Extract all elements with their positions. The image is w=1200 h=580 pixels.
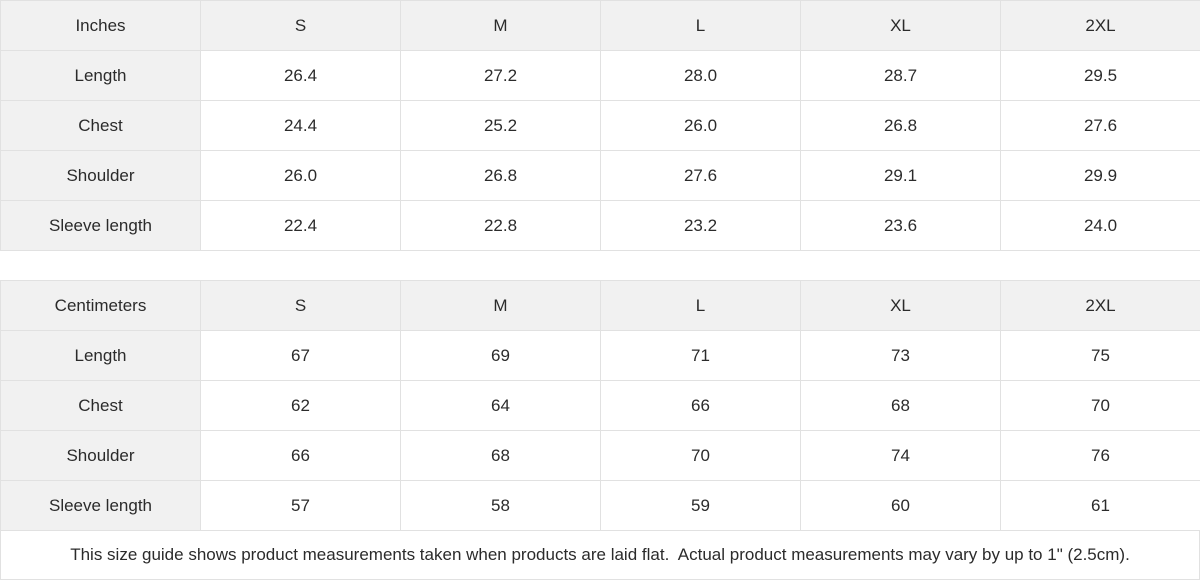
column-header-xl: XL: [800, 280, 1001, 331]
table-cell: 66: [600, 380, 801, 431]
row-header-chest: Chest: [0, 380, 201, 431]
table-cell: 75: [1000, 330, 1200, 381]
column-header-l: L: [600, 0, 801, 51]
table-cell: 64: [400, 380, 601, 431]
column-header-s: S: [200, 280, 401, 331]
table-header-row: Centimeters S M L XL 2XL: [0, 280, 1200, 331]
unit-header-inches: Inches: [0, 0, 201, 51]
table-cell: 26.8: [400, 150, 601, 201]
table-cell: 70: [600, 430, 801, 481]
row-header-length: Length: [0, 50, 201, 101]
table-cell: 29.9: [1000, 150, 1200, 201]
table-cell: 61: [1000, 480, 1200, 531]
table-cell: 24.0: [1000, 200, 1200, 251]
table-cell: 29.1: [800, 150, 1001, 201]
row-header-shoulder: Shoulder: [0, 430, 201, 481]
table-cell: 28.7: [800, 50, 1001, 101]
table-cell: 29.5: [1000, 50, 1200, 101]
table-cell: 67: [200, 330, 401, 381]
size-guide-note: This size guide shows product measuremen…: [0, 531, 1200, 580]
table-cell: 22.8: [400, 200, 601, 251]
row-header-sleeve-length: Sleeve length: [0, 200, 201, 251]
column-header-m: M: [400, 0, 601, 51]
table-cell: 26.0: [200, 150, 401, 201]
table-cell: 26.8: [800, 100, 1001, 151]
table-cell: 69: [400, 330, 601, 381]
table-row: Length 26.4 27.2 28.0 28.7 29.5: [0, 50, 1200, 101]
table-cell: 26.0: [600, 100, 801, 151]
column-header-s: S: [200, 0, 401, 51]
centimeters-size-table: Centimeters S M L XL 2XL Length 67 69 71…: [0, 280, 1200, 531]
table-cell: 24.4: [200, 100, 401, 151]
table-row: Shoulder 26.0 26.8 27.6 29.1 29.9: [0, 150, 1200, 201]
table-cell: 58: [400, 480, 601, 531]
table-row: Length 67 69 71 73 75: [0, 330, 1200, 381]
table-row: Chest 24.4 25.2 26.0 26.8 27.6: [0, 100, 1200, 151]
table-cell: 27.6: [600, 150, 801, 201]
table-row: Shoulder 66 68 70 74 76: [0, 430, 1200, 481]
row-header-sleeve-length: Sleeve length: [0, 480, 201, 531]
column-header-m: M: [400, 280, 601, 331]
table-cell: 57: [200, 480, 401, 531]
table-cell: 74: [800, 430, 1001, 481]
column-header-l: L: [600, 280, 801, 331]
row-header-chest: Chest: [0, 100, 201, 151]
table-cell: 27.2: [400, 50, 601, 101]
unit-header-centimeters: Centimeters: [0, 280, 201, 331]
table-cell: 66: [200, 430, 401, 481]
column-header-xl: XL: [800, 0, 1001, 51]
column-header-2xl: 2XL: [1000, 280, 1200, 331]
table-cell: 73: [800, 330, 1001, 381]
table-cell: 60: [800, 480, 1001, 531]
row-header-length: Length: [0, 330, 201, 381]
table-cell: 59: [600, 480, 801, 531]
table-cell: 70: [1000, 380, 1200, 431]
table-cell: 23.2: [600, 200, 801, 251]
row-header-shoulder: Shoulder: [0, 150, 201, 201]
table-row: Chest 62 64 66 68 70: [0, 380, 1200, 431]
table-cell: 68: [400, 430, 601, 481]
table-cell: 26.4: [200, 50, 401, 101]
table-cell: 27.6: [1000, 100, 1200, 151]
table-cell: 25.2: [400, 100, 601, 151]
table-cell: 22.4: [200, 200, 401, 251]
table-spacer: [0, 251, 1200, 280]
table-cell: 28.0: [600, 50, 801, 101]
table-header-row: Inches S M L XL 2XL: [0, 0, 1200, 51]
table-row: Sleeve length 22.4 22.8 23.2 23.6 24.0: [0, 200, 1200, 251]
table-cell: 76: [1000, 430, 1200, 481]
table-cell: 71: [600, 330, 801, 381]
table-cell: 68: [800, 380, 1001, 431]
table-cell: 62: [200, 380, 401, 431]
inches-size-table: Inches S M L XL 2XL Length 26.4 27.2 28.…: [0, 0, 1200, 251]
table-row: Sleeve length 57 58 59 60 61: [0, 480, 1200, 531]
column-header-2xl: 2XL: [1000, 0, 1200, 51]
table-cell: 23.6: [800, 200, 1001, 251]
